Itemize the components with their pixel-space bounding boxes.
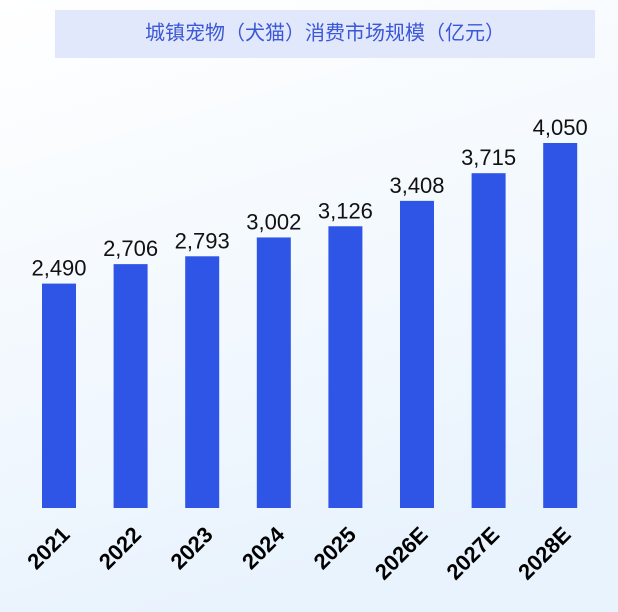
title-box bbox=[55, 10, 595, 58]
bar bbox=[328, 226, 363, 508]
value-label: 2,793 bbox=[175, 228, 230, 253]
value-label: 4,050 bbox=[533, 115, 588, 140]
value-label: 3,408 bbox=[389, 173, 444, 198]
value-label: 3,715 bbox=[461, 145, 516, 170]
bar bbox=[256, 237, 291, 508]
value-label: 3,002 bbox=[246, 209, 301, 234]
value-label: 2,490 bbox=[31, 256, 86, 281]
value-label: 2,706 bbox=[103, 236, 158, 261]
bar bbox=[42, 283, 76, 508]
value-label: 3,126 bbox=[318, 198, 373, 223]
bar bbox=[400, 200, 434, 508]
bar bbox=[471, 173, 506, 509]
bar bbox=[543, 143, 578, 508]
bar bbox=[113, 264, 148, 508]
chart-title: 城镇宠物（犬猫）消费市场规模（亿元） bbox=[145, 21, 505, 45]
bar bbox=[185, 256, 220, 508]
